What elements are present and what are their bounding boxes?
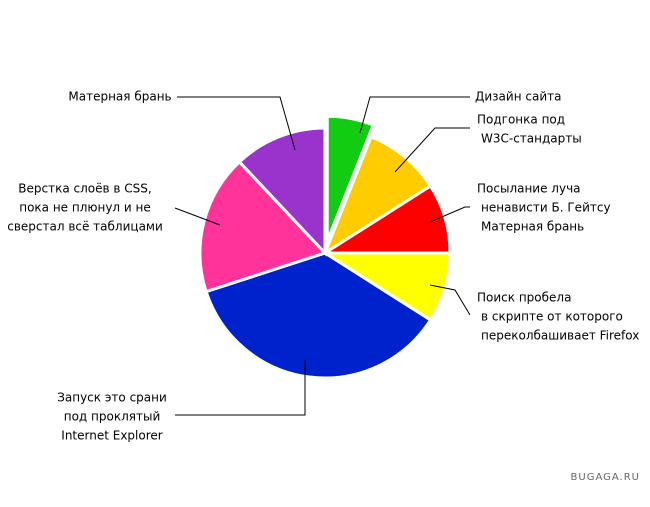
slice-label: Матерная брань — [68, 90, 171, 104]
leader-line — [394, 127, 470, 173]
leader-line — [429, 206, 470, 223]
slice-label: сверстал всё таблицами — [7, 220, 163, 234]
pie-slice — [198, 159, 328, 294]
slice-label: Верстка слоёв в CSS, — [18, 182, 151, 196]
leader-line — [359, 96, 470, 134]
slice-label: ненависти Б. Гейтсу — [481, 201, 611, 215]
slice-label: Подгонка под — [477, 113, 565, 127]
slice-label: переколбашивает Firefox — [481, 329, 639, 343]
leader-line — [177, 96, 296, 151]
slice-label: W3C-стандарты — [481, 132, 582, 146]
slice-label: Дизайн сайта — [475, 90, 561, 104]
leader-line — [429, 284, 471, 316]
slice-label: Посылание луча — [477, 182, 581, 196]
pie-slice — [325, 114, 376, 242]
leader-line — [175, 360, 306, 416]
slice-label: Internet Explorer — [61, 429, 162, 443]
watermark: BUGAGA.RU — [571, 472, 640, 483]
slice-label: в скрипте от которого — [481, 310, 623, 324]
slice-label: Запуск это срани — [57, 391, 167, 405]
slice-label: пока не плюнул и не — [19, 201, 151, 215]
leader-line — [174, 207, 221, 226]
pie-slice — [321, 134, 433, 257]
slice-label: Матерная брань — [481, 220, 584, 234]
slice-label: под проклятый — [64, 410, 161, 424]
pie-slice — [237, 126, 327, 257]
pie-slice — [204, 251, 433, 380]
slice-label: Поиск пробела — [477, 291, 571, 305]
